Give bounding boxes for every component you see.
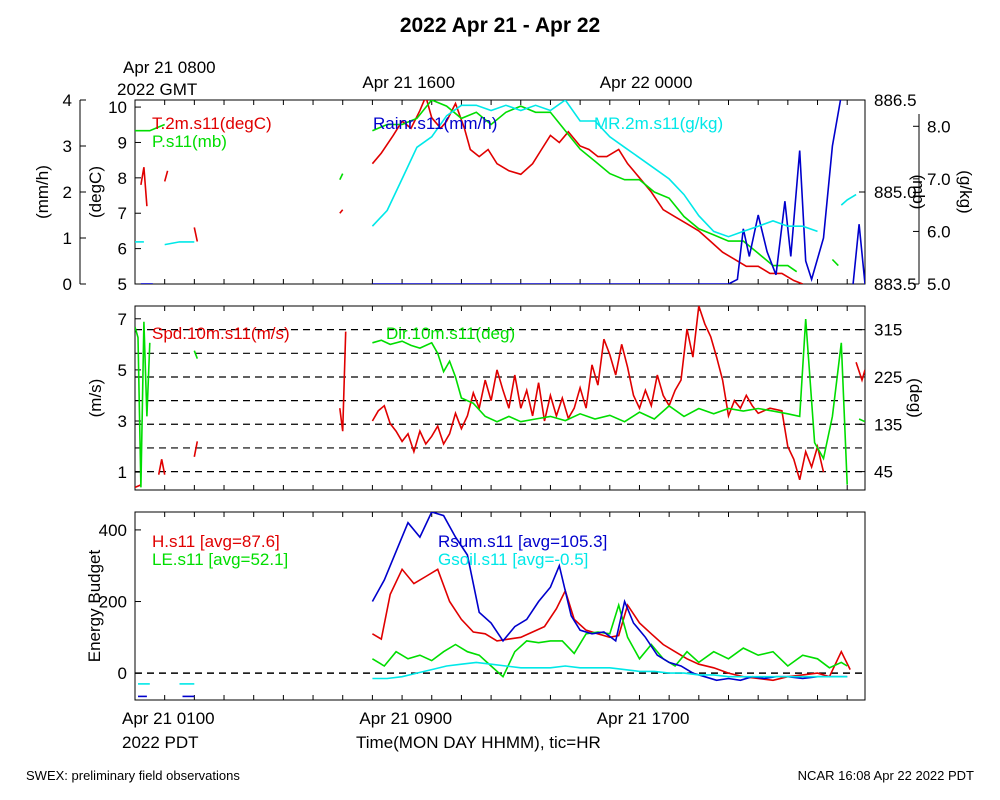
y-tick-label: 45 [874,463,893,482]
top-time-label: Apr 22 0000 [600,73,693,92]
y-axis-label: (g/kg) [956,170,975,213]
legend-entry: T.2m.s11(degC) [152,114,272,133]
y-axis-label: (m/s) [86,379,105,418]
y-tick-label: 400 [99,521,127,540]
series-line [855,361,865,383]
top-time-label: 2022 GMT [117,80,197,99]
series-line [339,331,347,432]
series-line [371,567,851,682]
series-line [372,319,848,485]
y-tick-label: 2 [63,183,72,202]
series-line [372,100,842,284]
legend-entry: MR.2m.s11(g/kg) [594,114,723,133]
series-line [193,441,199,457]
series-line [852,224,865,284]
y-tick-label: 9 [118,133,127,152]
top-time-label: Apr 21 1600 [362,73,455,92]
series-line [193,350,199,359]
y-axis-label: Energy Budget [85,549,104,662]
y-tick-label: 5 [118,361,127,380]
y-tick-label: 7.0 [927,170,951,189]
bottom-time-label: Apr 21 0900 [359,709,452,728]
y-tick-label: 5 [118,275,127,294]
y-tick-label: 135 [874,415,902,434]
y-axis-label: (mm/h) [33,165,52,219]
series-line [831,258,839,267]
series-line [157,459,166,475]
y-tick-label: 7 [118,204,127,223]
y-tick-label: 6.0 [927,222,951,241]
y-tick-label: 5.0 [927,275,951,294]
y-tick-label: 10 [108,98,127,117]
series-line [135,123,166,132]
series-line [135,484,142,489]
legend-entry: LE.s11 [avg=52.1] [152,550,288,569]
series-line [140,167,148,207]
middle-panel-frame [134,305,866,491]
legend-entry: Spd.10m.s11(m/s) [152,324,290,343]
top-time-label: Apr 21 0800 [123,58,216,77]
bottom-time-label: Apr 21 0100 [122,709,215,728]
x-axis-label: Time(MON DAY HHMM), tic=HR [356,733,601,752]
y-tick-label: 885.0 [874,183,917,202]
y-axis-label: (deg) [906,378,925,418]
y-tick-label: 883.5 [874,275,917,294]
series-line [858,418,865,423]
legend-entry: Dir.10m.s11(deg) [386,324,515,343]
legend-entry: Gsoil.s11 [avg=-0.5] [438,550,588,569]
legend-entry: P.s11(mb) [152,132,227,151]
y-tick-label: 8 [118,169,127,188]
series-line [339,209,344,214]
series-line [135,321,151,488]
series-line [371,100,818,238]
y-tick-label: 4 [63,91,72,110]
y-tick-label: 200 [99,593,127,612]
series-line [840,193,857,206]
series-line [164,241,195,246]
legend-entry: Rainr.s11(mm/h) [373,114,497,133]
series-line [163,170,169,182]
series-line [371,306,825,481]
series-line [193,227,199,242]
bottom-time-label: 2022 PDT [122,733,199,752]
y-tick-label: 6 [118,240,127,259]
y-tick-label: 3 [63,137,72,156]
y-tick-label: 1 [118,463,127,482]
y-tick-label: 0 [63,275,72,294]
bottom-time-label: Apr 21 1700 [597,709,690,728]
footer-right: NCAR 16:08 Apr 22 2022 PDT [797,768,974,783]
y-tick-label: 7 [118,310,127,329]
y-tick-label: 225 [874,368,902,387]
y-tick-label: 3 [118,412,127,431]
footer-left: SWEX: preliminary field observations [26,768,240,783]
y-tick-label: 1 [63,229,72,248]
y-tick-label: 0 [118,664,127,683]
series-line [372,661,848,680]
y-tick-label: 886.5 [874,91,917,110]
series-line [339,173,344,181]
legend-entry: Rsum.s11 [avg=105.3] [438,532,607,551]
y-tick-label: 8.0 [927,117,951,136]
y-tick-label: 315 [874,321,902,340]
y-axis-label: (degC) [86,166,105,218]
legend-entry: H.s11 [avg=87.6] [152,532,280,551]
chart-title: 2022 Apr 21 - Apr 22 [399,14,601,37]
series-line [371,100,803,284]
series-line [372,100,798,273]
bottom-panel-frame [134,511,866,701]
